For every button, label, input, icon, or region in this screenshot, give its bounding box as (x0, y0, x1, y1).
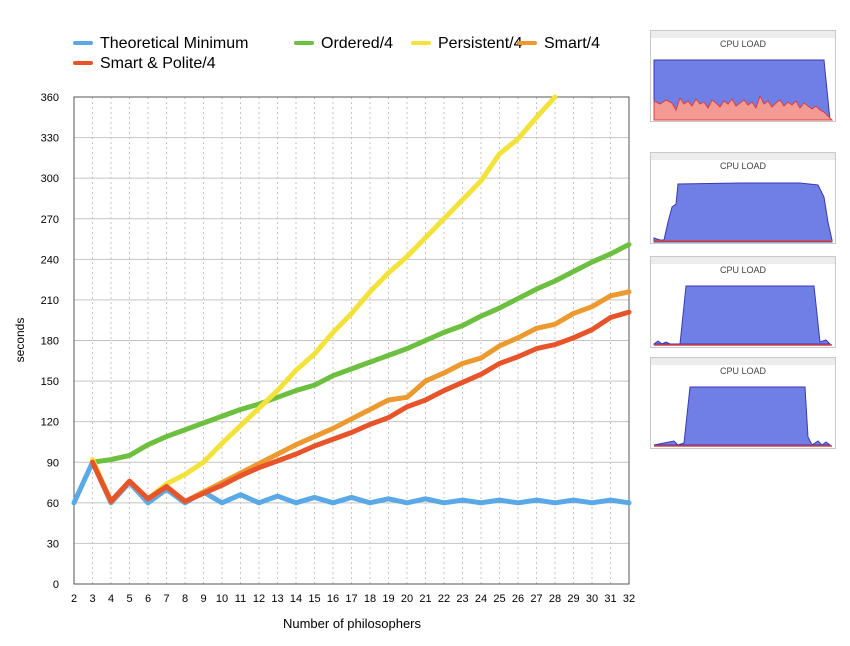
series-line-persistent-4 (90, 94, 558, 504)
x-tick-label: 4 (108, 593, 114, 605)
series-line-ordered-4 (90, 241, 632, 465)
y-tick-label: 30 (47, 538, 59, 550)
legend-item: Theoretical Minimum (73, 35, 248, 52)
y-tick-label: 60 (47, 498, 59, 510)
cpu-load-title: CPU LOAD (720, 161, 767, 171)
y-tick-label: 360 (41, 92, 59, 104)
legend-label: Theoretical Minimum (100, 35, 248, 52)
x-tick-label: 30 (586, 593, 598, 605)
y-tick-label: 240 (41, 254, 59, 266)
x-tick-label: 21 (419, 593, 431, 605)
legend-item: Smart/4 (517, 35, 600, 52)
x-tick-label: 18 (364, 593, 376, 605)
series-line-smart-polite-4 (90, 309, 632, 504)
x-tick-label: 29 (567, 593, 579, 605)
x-tick-label: 8 (182, 593, 188, 605)
x-tick-label: 24 (475, 593, 487, 605)
x-tick-label: 6 (145, 593, 151, 605)
x-tick-label: 7 (163, 593, 169, 605)
plot-frame (73, 96, 630, 585)
x-tick-label: 10 (216, 593, 228, 605)
x-tick-label: 14 (290, 593, 302, 605)
y-axis-label: seconds (13, 318, 27, 363)
y-tick-label: 180 (41, 336, 59, 348)
legend-label: Ordered/4 (321, 35, 393, 52)
legend-item: Persistent/4 (411, 35, 523, 52)
x-tick-label: 22 (438, 593, 450, 605)
x-tick-label: 16 (327, 593, 339, 605)
y-tick-label: 90 (47, 457, 59, 469)
legend-label: Smart & Polite/4 (100, 55, 216, 72)
x-tick-label: 26 (512, 593, 524, 605)
x-tick-label: 13 (271, 593, 283, 605)
x-tick-label: 25 (493, 593, 505, 605)
x-tick-label: 12 (253, 593, 265, 605)
series-line-smart-4 (90, 289, 632, 504)
x-tick-label: 5 (126, 593, 132, 605)
x-tick-label: 9 (200, 593, 206, 605)
x-tick-label: 32 (623, 593, 635, 605)
x-tick-label: 15 (308, 593, 320, 605)
y-tick-label: 120 (41, 417, 59, 429)
y-tick-label: 330 (41, 133, 59, 145)
y-tick-label: 300 (41, 173, 59, 185)
cpu-load-title: CPU LOAD (720, 265, 767, 275)
x-tick-label: 11 (235, 593, 246, 605)
x-tick-label: 20 (401, 593, 413, 605)
y-tick-label: 270 (41, 214, 59, 226)
x-tick-label: 17 (345, 593, 357, 605)
x-tick-label: 28 (549, 593, 561, 605)
legend-label: Persistent/4 (438, 35, 523, 52)
cpu-load-panel-2: CPU LOAD (650, 152, 836, 244)
x-tick-label: 19 (382, 593, 394, 605)
x-tick-label: 31 (604, 593, 616, 605)
y-tick-label: 150 (41, 376, 59, 388)
line-chart: 2 3 4 5 6 7 8 9 10 11 12 13 14 15 16 17 18 19 20 21 22 23 24 25… (13, 35, 635, 631)
grid (74, 96, 629, 585)
legend-item: Smart & Polite/4 (73, 55, 216, 72)
x-axis-label: Number of philosophers (283, 616, 422, 631)
x-tick-label: 23 (456, 593, 468, 605)
legend-item: Ordered/4 (294, 35, 393, 52)
x-tick-label: 2 (71, 593, 77, 605)
cpu-load-panel-4: CPU LOAD (650, 357, 836, 449)
cpu-load-title: CPU LOAD (720, 39, 767, 49)
y-tick-label: 0 (53, 579, 59, 591)
cpu-load-panel-3: CPU LOAD (650, 256, 836, 348)
axes: 2 3 4 5 6 7 8 9 10 11 12 13 14 15 16 17 18 19 20 21 22 23 24 25… (41, 92, 635, 605)
cpu-load-panel-1: CPU LOAD (650, 30, 836, 122)
legend-label: Smart/4 (544, 35, 600, 52)
x-tick-label: 3 (89, 593, 95, 605)
series (71, 94, 632, 506)
y-tick-label: 210 (41, 295, 59, 307)
x-tick-label: 27 (530, 593, 542, 605)
cpu-load-title: CPU LOAD (720, 366, 767, 376)
legend: Theoretical Minimum Ordered/4 Persistent/4… (73, 35, 600, 72)
